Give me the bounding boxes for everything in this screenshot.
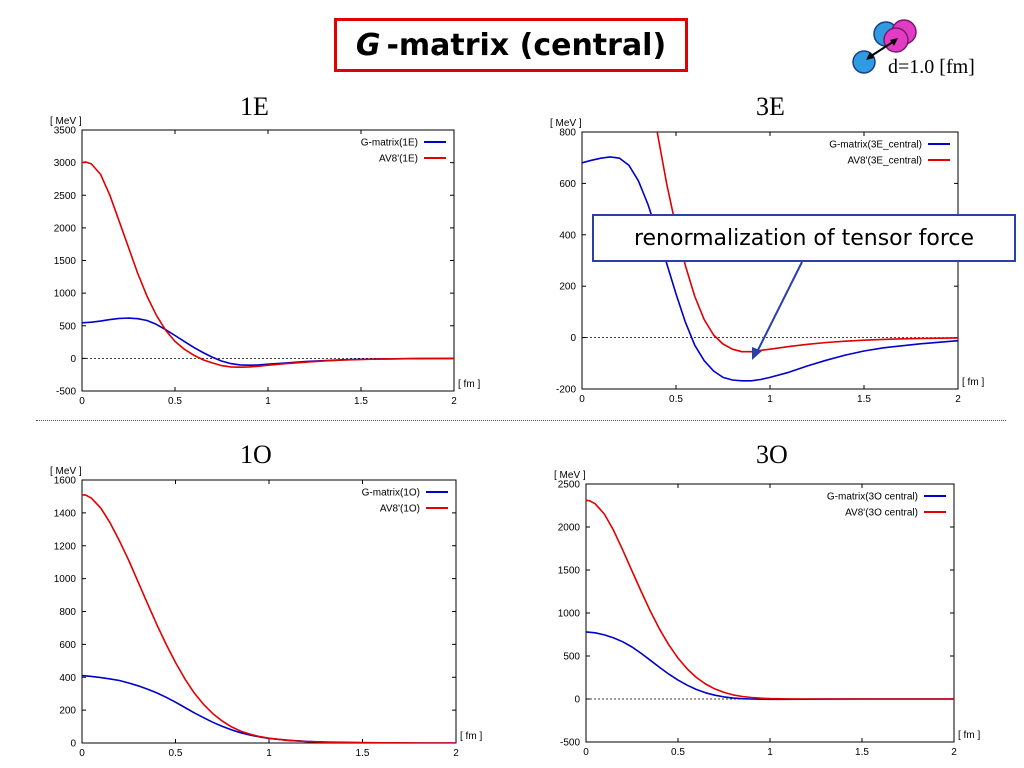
slide-title-italic: G [355, 27, 381, 63]
legend-label: AV8'(1E) [379, 154, 418, 165]
series-line-gmatrix [582, 156, 958, 382]
series-line-av8 [656, 132, 958, 353]
x-tick-label: 0 [579, 394, 585, 405]
y-tick-label: 800 [59, 607, 76, 618]
deuteron-icon [852, 19, 917, 74]
x-tick-label: 0.5 [671, 747, 685, 758]
y-tick-label: 2000 [558, 523, 581, 534]
y-tick-label: 600 [59, 640, 76, 651]
x-tick-label: 2 [451, 396, 457, 407]
x-tick-label: 2 [955, 394, 961, 405]
y-tick-label: -500 [560, 738, 580, 749]
y-tick-label: 1500 [558, 566, 581, 577]
y-tick-label: 200 [559, 282, 576, 293]
y-tick-label: 3000 [54, 158, 77, 169]
section-divider [36, 420, 1006, 421]
y-tick-label: 1400 [54, 508, 77, 519]
series-line-av8 [586, 499, 954, 700]
x-tick-label: 2 [453, 748, 459, 759]
chart-title-1e: 1E [240, 92, 269, 121]
x-tick-label: 0.5 [669, 394, 683, 405]
y-axis-label: [ MeV ] [550, 118, 582, 129]
x-tick-label: 0 [583, 747, 589, 758]
x-axis-label: [ fm ] [460, 731, 482, 742]
y-tick-label: 400 [559, 230, 576, 241]
x-tick-label: 2 [951, 747, 957, 758]
x-tick-label: 0.5 [168, 396, 182, 407]
legend-label: G-matrix(3E_central) [829, 140, 922, 151]
y-tick-label: 0 [574, 695, 580, 706]
x-tick-label: 0 [79, 748, 85, 759]
legend-label: G-matrix(1O) [362, 488, 420, 499]
y-tick-label: 200 [59, 706, 76, 717]
y-tick-label: 1500 [54, 256, 77, 267]
plot-frame [585, 483, 955, 743]
y-tick-label: 1000 [558, 609, 581, 620]
tensor-force-callout: renormalization of tensor force [592, 214, 1016, 262]
y-tick-label: 2000 [54, 223, 77, 234]
x-tick-label: 1.5 [857, 394, 871, 405]
x-tick-label: 1 [265, 396, 271, 407]
y-tick-label: 1000 [54, 574, 77, 585]
chart-title-3e: 3E [756, 92, 785, 121]
y-tick-label: -200 [556, 385, 576, 396]
legend-label: G-matrix(1E) [361, 138, 418, 149]
distance-label: d=1.0 [fm] [888, 56, 975, 78]
x-axis-label: [ fm ] [458, 379, 480, 390]
legend-label: AV8'(3O central) [845, 508, 918, 519]
legend-label: AV8'(1O) [380, 504, 420, 515]
y-tick-label: 0 [570, 333, 576, 344]
y-tick-label: 1200 [54, 541, 77, 552]
x-tick-label: 1 [767, 747, 773, 758]
y-tick-label: 400 [59, 673, 76, 684]
y-tick-label: -500 [56, 387, 76, 398]
y-axis-label: [ MeV ] [554, 470, 586, 481]
series-line-av8 [82, 161, 454, 369]
chart-title-3o: 3O [756, 440, 788, 469]
y-tick-label: 2500 [54, 191, 77, 202]
y-tick-label: 3500 [54, 126, 77, 137]
x-tick-label: 1 [266, 748, 272, 759]
y-tick-label: 600 [559, 179, 576, 190]
y-axis-label: [ MeV ] [50, 116, 82, 127]
x-axis-label: [ fm ] [962, 377, 984, 388]
x-tick-label: 1.5 [855, 747, 869, 758]
series-line-av8 [82, 494, 456, 743]
x-tick-label: 1.5 [354, 396, 368, 407]
y-tick-label: 2500 [558, 480, 581, 491]
x-tick-label: 1 [767, 394, 773, 405]
y-tick-label: 500 [59, 321, 76, 332]
legend-label: AV8'(3E_central) [847, 156, 922, 167]
slide-title-rest: -matrix (central) [386, 27, 667, 63]
legend-label: G-matrix(3O central) [827, 492, 918, 503]
y-tick-label: 0 [70, 739, 76, 750]
x-tick-label: 1.5 [356, 748, 370, 759]
y-tick-label: 1600 [54, 476, 77, 487]
x-tick-label: 0.5 [169, 748, 183, 759]
y-tick-label: 0 [70, 354, 76, 365]
y-tick-label: 500 [563, 652, 580, 663]
x-tick-label: 0 [79, 396, 85, 407]
chart-title-1o: 1O [240, 440, 272, 469]
y-tick-label: 800 [559, 128, 576, 139]
y-axis-label: [ MeV ] [50, 466, 82, 477]
y-tick-label: 1000 [54, 289, 77, 300]
x-axis-label: [ fm ] [958, 730, 980, 741]
series-line-gmatrix [586, 631, 954, 701]
slide-title: G -matrix (central) [334, 18, 688, 72]
